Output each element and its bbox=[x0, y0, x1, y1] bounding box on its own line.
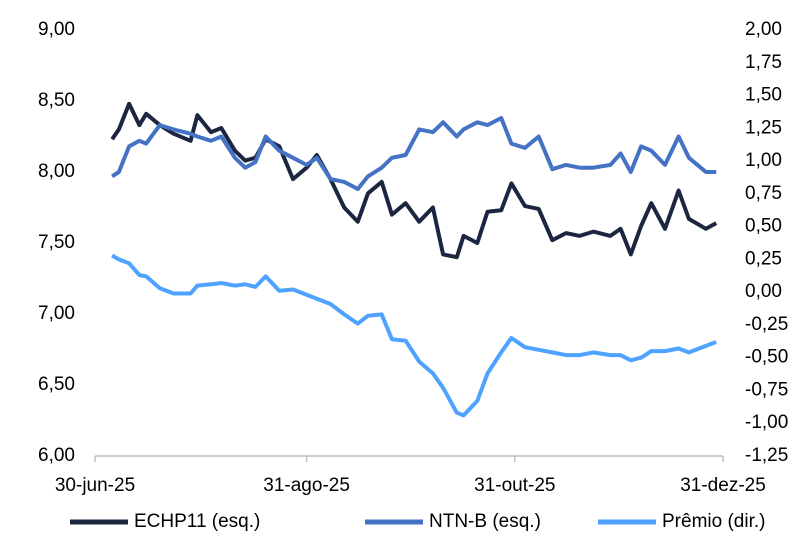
y-tick-label: 7,00 bbox=[38, 303, 75, 324]
y2-tick-label: 0,25 bbox=[745, 248, 782, 269]
y2-tick-label: -1,00 bbox=[745, 412, 788, 433]
y-tick-label: 6,50 bbox=[38, 374, 75, 395]
y-tick-label: 7,50 bbox=[38, 232, 75, 253]
y-tick-label: 8,00 bbox=[38, 161, 75, 182]
y2-tick-label: 1,25 bbox=[745, 117, 782, 138]
y2-tick-label: 1,50 bbox=[745, 85, 782, 106]
x-tick-label: 31-ago-25 bbox=[263, 475, 350, 496]
legend-label: Prêmio (dir.) bbox=[662, 511, 765, 532]
series-line bbox=[111, 116, 717, 191]
y-tick-label: 9,00 bbox=[38, 19, 75, 40]
y2-tick-label: -0,50 bbox=[745, 347, 788, 368]
series-line bbox=[111, 253, 717, 418]
series-line bbox=[110, 101, 718, 260]
y2-tick-label: -0,25 bbox=[745, 314, 788, 335]
legend-label: ECHP11 (esq.) bbox=[134, 511, 260, 532]
y2-tick-label: 0,75 bbox=[745, 183, 782, 204]
y2-tick-label: -0,75 bbox=[745, 379, 788, 400]
y-tick-label: 8,50 bbox=[38, 90, 75, 111]
y2-tick-label: 2,00 bbox=[745, 19, 782, 40]
x-tick-label: 31-out-25 bbox=[474, 475, 555, 496]
y2-tick-label: -1,25 bbox=[745, 445, 788, 466]
x-tick-label: 31-dez-25 bbox=[680, 475, 766, 496]
y2-tick-label: 1,75 bbox=[745, 52, 782, 73]
legend-label: NTN-B (esq.) bbox=[429, 511, 541, 532]
x-tick-label: 30-jun-25 bbox=[55, 475, 135, 496]
y2-tick-label: 0,00 bbox=[745, 281, 782, 302]
y-tick-label: 6,00 bbox=[38, 445, 75, 466]
y2-tick-label: 0,50 bbox=[745, 216, 782, 237]
y2-tick-label: 1,00 bbox=[745, 150, 782, 171]
